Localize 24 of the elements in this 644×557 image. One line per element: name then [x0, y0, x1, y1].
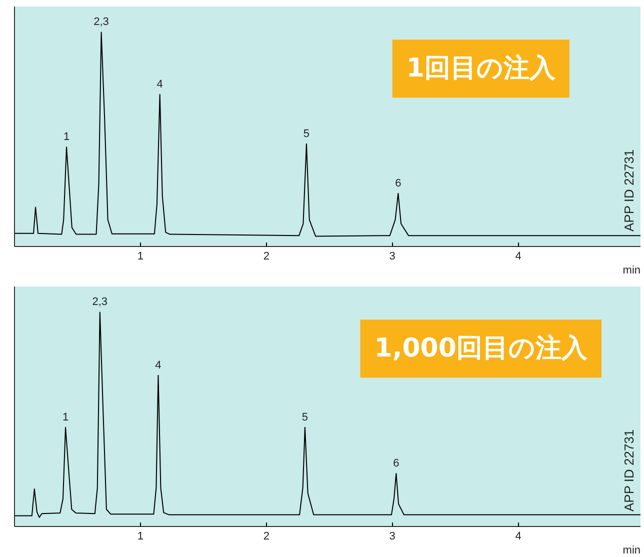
x-tick-label: 4 — [515, 530, 522, 542]
annotation: 4 — [156, 78, 163, 90]
annotation: 1回目の注入 — [406, 54, 556, 84]
annotation: 4 — [155, 359, 162, 372]
x-tick-label: 3 — [389, 530, 396, 542]
x-tick-label: 2 — [263, 530, 270, 542]
annotation: 2,3 — [94, 16, 109, 28]
annotation: 6 — [395, 177, 402, 190]
annotation: 1 — [63, 131, 70, 144]
annotation: 2,3 — [92, 296, 108, 308]
x-tick-label: 1 — [137, 530, 144, 542]
annotation: 1,000回目の注入 — [374, 334, 588, 364]
annotation: 1 — [62, 411, 69, 424]
x-tick-label: 1 — [137, 250, 144, 262]
x-tick-label: 4 — [515, 250, 522, 262]
annotation: APP ID 22731 — [622, 429, 636, 512]
x-axis-title: min — [622, 544, 641, 556]
x-tick-label: 2 — [263, 250, 270, 262]
annotation: APP ID 22731 — [622, 149, 636, 232]
annotation: 5 — [303, 128, 310, 140]
annotation: 5 — [302, 411, 308, 424]
x-axis-title: min — [622, 264, 641, 276]
annotation: 6 — [393, 457, 400, 470]
x-tick-label: 3 — [389, 250, 396, 262]
